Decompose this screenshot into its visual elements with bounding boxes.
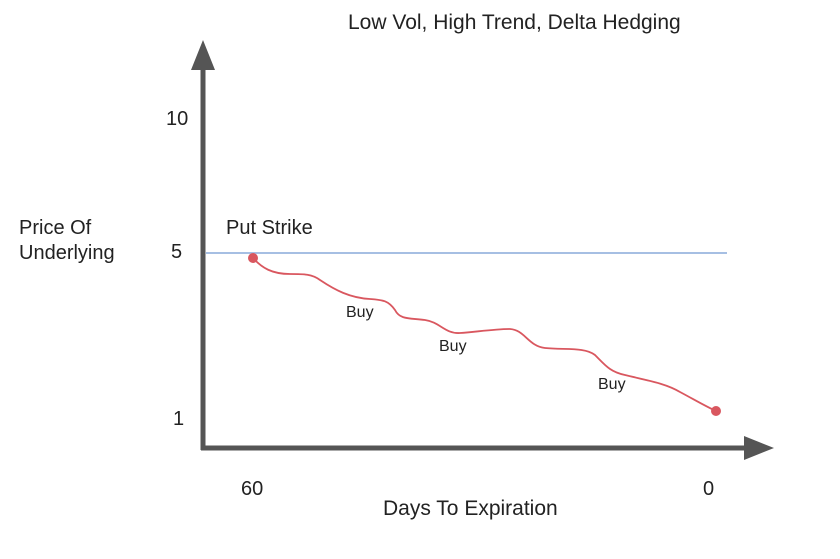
y-tick-1: 1 <box>173 408 185 430</box>
price-path <box>252 257 717 412</box>
start-point <box>248 253 258 263</box>
y-axis-label-line-1: Price Of <box>19 217 92 239</box>
put-strike-label: Put Strike <box>226 217 313 239</box>
x-axis-label: Days To Expiration <box>383 497 558 520</box>
buy-label-3: Buy <box>598 376 626 393</box>
x-tick-60: 60 <box>241 478 264 500</box>
diagram-title: Low Vol, High Trend, Delta Hedging <box>348 11 681 34</box>
y-axis-label-line-2: Underlying <box>19 242 115 264</box>
y-tick-5: 5 <box>171 241 183 263</box>
buy-label-2: Buy <box>439 338 467 355</box>
x-tick-0: 0 <box>703 478 715 500</box>
y-axis-label: Price Of Underlying <box>19 216 115 266</box>
y-tick-10: 10 <box>166 108 189 130</box>
buy-label-1: Buy <box>346 304 374 321</box>
end-point <box>711 406 721 416</box>
y-axis-arrowhead <box>191 40 215 70</box>
x-axis-arrowhead <box>744 436 774 460</box>
